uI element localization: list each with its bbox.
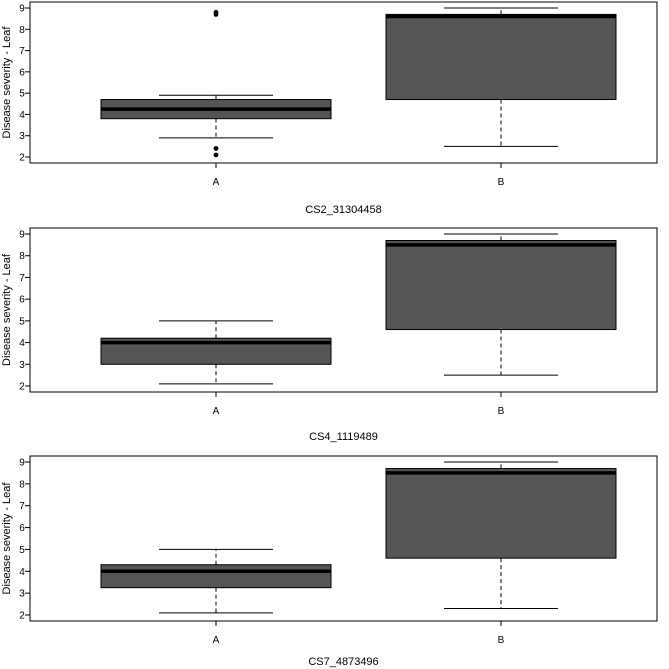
y-tick-label: 9: [19, 458, 25, 469]
box-iqr: [385, 240, 617, 331]
plot-frame: [29, 1, 658, 164]
panel-1: 2 3 4 5 6 7 8 9 Disease severity - Leaf A B CS2_313…: [1, 1, 658, 216]
y-tick-label: 8: [19, 251, 25, 262]
x-tick-label: B: [498, 635, 505, 646]
box-iqr: [100, 564, 332, 589]
plot-frame: [29, 455, 658, 622]
y-tick-label: 7: [19, 46, 25, 57]
y-tick-label: 8: [19, 25, 25, 36]
y-tick-label: 5: [19, 316, 25, 327]
y-tick-label: 5: [19, 545, 25, 556]
y-tick-label: 7: [19, 273, 25, 284]
y-tick-label: 9: [19, 4, 25, 15]
outlier-point: [213, 152, 219, 158]
y-tick-label: 4: [19, 567, 25, 578]
x-tick-label: A: [213, 177, 220, 188]
panel-2: 2 3 4 5 6 7 8 9 Disease severity - Leaf A B CS4_111…: [1, 227, 658, 443]
box-a: [100, 320, 332, 385]
box-iqr: [385, 468, 617, 559]
y-tick-label: 2: [19, 153, 25, 164]
box-b: [385, 461, 617, 609]
y-tick-label: 8: [19, 479, 25, 490]
y-tick-label: 5: [19, 89, 25, 100]
y-tick-label: 4: [19, 110, 25, 121]
y-tick-label: 2: [19, 611, 25, 622]
outlier-point: [213, 9, 219, 15]
y-axis-title: Disease severity - Leaf: [1, 26, 13, 139]
plot-frame: [29, 227, 658, 393]
y-tick-label: 9: [19, 230, 25, 241]
y-axis-title: Disease severity - Leaf: [1, 482, 13, 595]
y-tick-label: 2: [19, 382, 25, 393]
panel-3: 2 3 4 5 6 7 8 9 Disease severity - Leaf A B CS7_487…: [1, 455, 658, 668]
x-tick-label: A: [213, 406, 220, 417]
x-tick-label: A: [213, 635, 220, 646]
y-tick-label: 3: [19, 131, 25, 142]
y-tick-label: 6: [19, 67, 25, 78]
x-tick-label: B: [498, 177, 505, 188]
box-a: [100, 548, 332, 614]
y-tick-label: 6: [19, 295, 25, 306]
y-tick-label: 4: [19, 338, 25, 349]
box-iqr: [385, 13, 617, 101]
box-b: [385, 233, 617, 376]
x-axis-title: CS7_4873496: [308, 656, 378, 668]
x-axis-title: CS4_1119489: [309, 431, 378, 443]
outlier-point: [213, 146, 219, 151]
x-axis-title: CS2_31304458: [305, 204, 381, 216]
box-b: [385, 7, 617, 147]
y-tick-label: 7: [19, 501, 25, 512]
y-tick-label: 6: [19, 523, 25, 534]
x-tick-label: B: [498, 406, 505, 417]
y-tick-label: 3: [19, 589, 25, 600]
box-a: [100, 9, 332, 158]
y-axis-title: Disease severity - Leaf: [1, 253, 13, 366]
y-tick-label: 3: [19, 360, 25, 371]
